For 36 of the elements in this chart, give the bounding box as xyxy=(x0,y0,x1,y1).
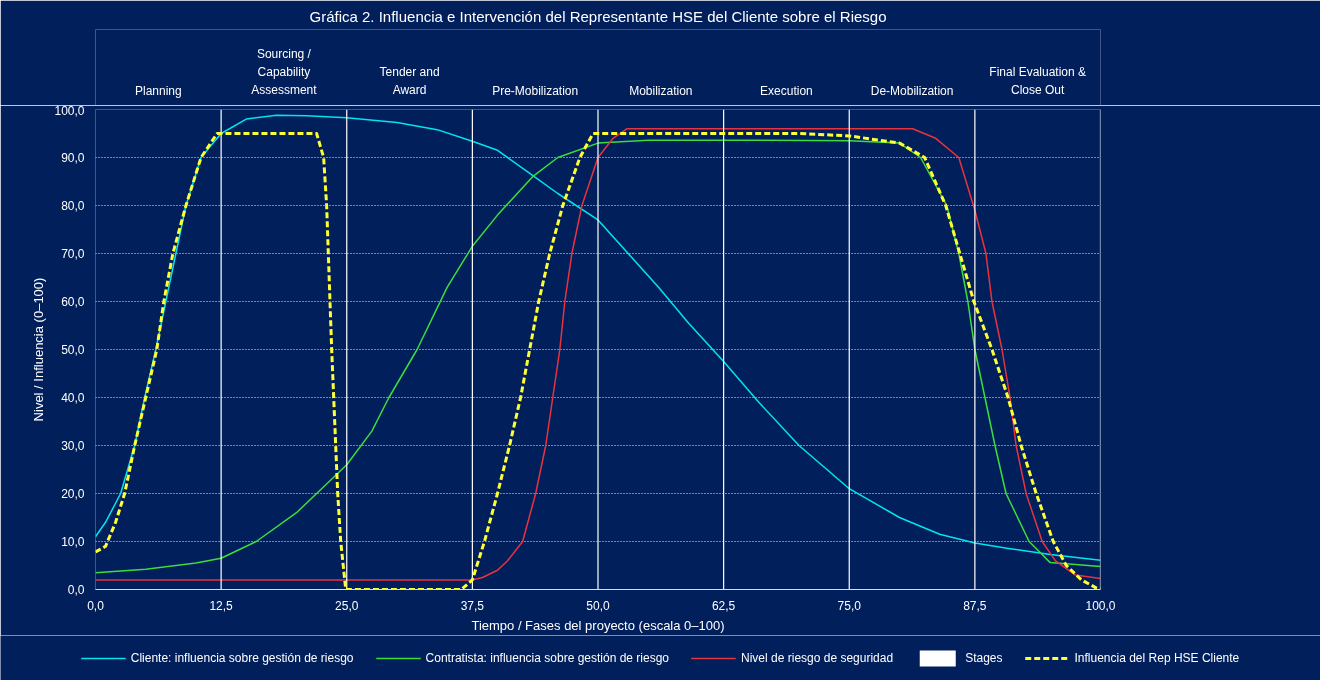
text: Final Evaluation & Close Out xyxy=(989,65,1087,98)
text: Pre-Mobilization xyxy=(492,83,579,98)
y-tick-label: 30,0 xyxy=(61,439,85,453)
x-tick-label: 62,5 xyxy=(711,598,736,613)
x-tick-label: 0,0 xyxy=(87,598,105,613)
text: Tender and Award xyxy=(379,65,440,98)
text: De-Mobilization xyxy=(870,83,954,98)
y-axis-title: Nivel / Influencia (0–100) xyxy=(31,277,47,422)
chart-title: Gráfica 2. Influencia e Intervención del Representante HSE del Cliente sobre el Riesgo xyxy=(309,7,887,25)
y-tick-label: 70,0 xyxy=(61,247,85,261)
y-tick-label: 90,0 xyxy=(61,151,85,165)
y-tick-label: 100,0 xyxy=(54,103,85,118)
x-tick-label: 75,0 xyxy=(837,598,862,613)
legend-label: Nivel de riesgo de seguridad xyxy=(741,650,894,665)
legend-label: Contratista: influencia sobre gestión de riesgo xyxy=(425,650,670,665)
x-tick-label: 37,5 xyxy=(460,598,485,613)
x-tick-label: 50,0 xyxy=(586,598,610,613)
y-tick-label: 40,0 xyxy=(61,391,85,405)
text: Execution xyxy=(760,83,813,98)
legend-label: Influencia del Rep HSE Cliente xyxy=(1074,650,1240,665)
x-tick-label: 100,0 xyxy=(1085,598,1116,613)
text: Planning xyxy=(134,83,182,98)
y-tick-label: 80,0 xyxy=(61,199,85,213)
legend-label: Stages xyxy=(965,650,1003,665)
x-tick-label: 87,5 xyxy=(963,598,987,613)
y-tick-label: 60,0 xyxy=(61,295,85,309)
y-tick-label: 20,0 xyxy=(61,487,85,501)
x-tick-label: 25,0 xyxy=(335,598,359,613)
y-tick-label: 0,0 xyxy=(67,583,85,597)
text: Sourcing / Capability Assessment xyxy=(251,47,318,98)
y-tick-label: 10,0 xyxy=(61,535,85,549)
x-axis-title: Tiempo / Fases del proyecto (escala 0–100) xyxy=(471,617,725,633)
x-tick-label: 12,5 xyxy=(209,598,234,613)
y-tick-label: 50,0 xyxy=(61,343,85,357)
legend-label: Cliente: influencia sobre gestión de riesgo xyxy=(130,650,354,665)
text: Mobilization xyxy=(629,83,693,98)
